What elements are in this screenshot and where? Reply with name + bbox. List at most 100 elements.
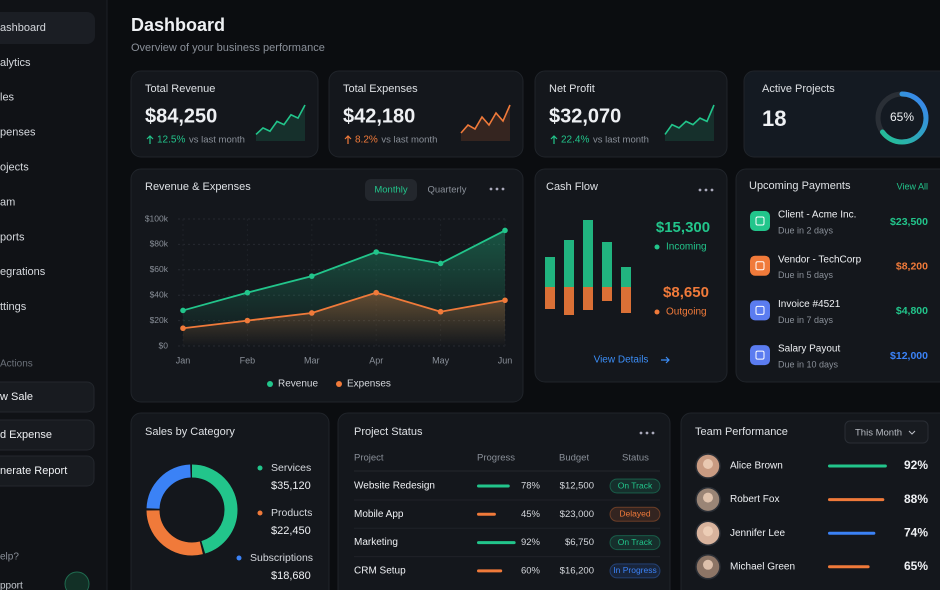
y-tick-label: $40k [150,289,169,299]
page-title: Dashboard [131,15,225,35]
payment-due: Due in 7 days [778,315,834,325]
legend-swatch [267,381,273,387]
more-icon[interactable] [698,188,702,192]
cashflow-bar [583,220,593,287]
status-pill [609,563,661,579]
payment-icon-glyph [755,350,765,360]
cashflow-bar [602,242,612,287]
nav-item: penses [0,127,36,139]
progress-label: 65% [890,110,914,124]
legend-label: Incoming [666,242,707,253]
avatar-head [703,526,713,537]
avatar-head [703,492,713,503]
card-title: Sales by Category [145,426,235,438]
nav-item: ports [0,231,25,243]
nav-item: ojects [0,162,29,174]
filter-label: This Month [855,428,902,439]
payment-icon-glyph [755,216,765,226]
more-icon[interactable] [639,431,643,435]
progress-label: 92% [521,537,541,548]
legend-label: Revenue [278,379,318,390]
more-icon[interactable] [501,187,505,191]
payment-due: Due in 10 days [778,359,839,369]
support-icon[interactable] [64,571,90,590]
score-label: 92% [904,458,928,472]
more-icon[interactable] [704,188,708,192]
budget: $16,200 [560,565,594,576]
x-tick-label: Apr [369,355,383,365]
legend-label: Expenses [347,379,391,390]
payment-icon [750,345,770,366]
column-header: Budget [559,453,589,464]
x-tick-label: Jan [176,355,191,365]
avatar-head [703,559,713,570]
budget: $6,750 [565,537,594,548]
kpi-card [534,70,728,158]
nav-item: egrations [0,266,46,278]
x-tick-label: Feb [240,355,256,365]
avatar-head [703,459,713,469]
filter-dropdown[interactable] [844,420,929,444]
cashflow-bar [602,287,612,301]
nav-active[interactable] [0,12,95,44]
section-label: Actions [0,359,33,370]
nav-item: ashboard [0,22,46,34]
kpi-change: 12.5% [157,135,185,146]
status-label: On Track [618,480,653,490]
action-label: w Sale [0,391,33,403]
kpi-note: vs last month [593,135,649,146]
tab: Monthly [374,185,408,196]
sparkline [460,104,511,134]
data-point [180,325,186,332]
payment-icon [750,300,770,321]
card-title: Upcoming Payments [749,180,851,192]
donut-segment [146,464,238,556]
tab-active[interactable] [365,179,417,201]
data-point [502,227,508,234]
kpi-value: $84,250 [145,105,217,127]
data-point [437,308,444,315]
member-name: Robert Fox [730,494,779,505]
up-arrow [344,135,352,144]
action-button[interactable] [0,455,95,487]
more-icon[interactable] [489,187,493,191]
status-label: In Progress [613,565,656,575]
more-icon[interactable] [495,187,499,191]
payment-icon-glyph [755,261,765,271]
sparkline [255,104,306,136]
project-name: Mobile App [354,509,404,520]
payment-icon [750,211,770,231]
payment-name: Vendor - TechCorp [778,254,862,265]
progress-bar [477,484,510,488]
tab: Quarterly [427,185,466,196]
kpi-change: 8.2% [355,135,378,146]
view-details-link: View Details [594,355,649,366]
member-name: Michael Green [730,561,795,572]
score-label: 88% [904,492,928,506]
action-button[interactable] [0,381,95,413]
data-point [244,317,251,324]
payments-card [735,168,940,383]
more-icon[interactable] [710,188,714,192]
more-icon[interactable] [651,431,655,435]
legend-swatch [654,244,660,250]
score-bar [828,531,876,535]
cashflow-bar [621,267,631,287]
payment-amount: $8,200 [896,260,928,272]
more-icon[interactable] [645,431,649,435]
kpi-card [743,70,940,158]
action-label: nerate Report [0,465,67,477]
kpi-change: 22.4% [561,135,589,146]
legend-value: $18,680 [271,570,311,582]
kpi-card [130,70,319,158]
kpi-label: Active Projects [762,83,835,95]
kpi-value: $32,070 [549,105,621,127]
action-button[interactable] [0,419,95,451]
view-all-link: View All [897,181,928,191]
series-area [183,292,505,346]
help-link: elp? [0,552,19,563]
chevron-icon [908,430,916,435]
legend-swatch [257,510,263,516]
